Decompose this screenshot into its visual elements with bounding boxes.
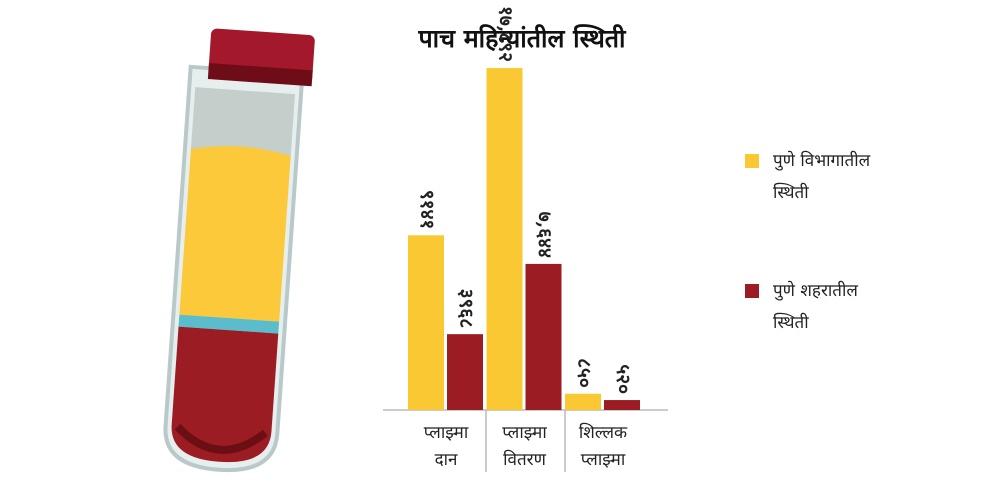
legend-swatch	[745, 284, 759, 298]
x-tick-label: प्लाझ्मा दान	[423, 423, 469, 470]
value-label: ९१४१	[416, 190, 438, 230]
x-tick-label: प्लाझ्मा वितरण	[502, 423, 547, 470]
value-label: ५२०	[612, 364, 634, 394]
test-tube	[163, 28, 315, 473]
bar	[408, 235, 444, 410]
chart-title: पाच महिन्यांतील स्थिती	[417, 24, 627, 53]
legend-label: पुणे शहरातील स्थिती	[773, 281, 858, 333]
bar	[486, 68, 523, 411]
x-tick-label: शिल्लक प्लाझ्मा	[578, 423, 628, 470]
value-label: ८५०	[573, 358, 595, 388]
value-label: ७,६४४	[534, 212, 556, 258]
value-label: १७,८९२	[495, 6, 517, 62]
bar	[447, 334, 483, 410]
legend-swatch	[745, 154, 759, 168]
bar	[604, 400, 640, 410]
value-label: ३९६८	[455, 289, 477, 329]
legend-label: पुणे विभागातील स्थिती	[773, 151, 871, 203]
bar	[565, 393, 601, 410]
bar	[525, 263, 562, 410]
